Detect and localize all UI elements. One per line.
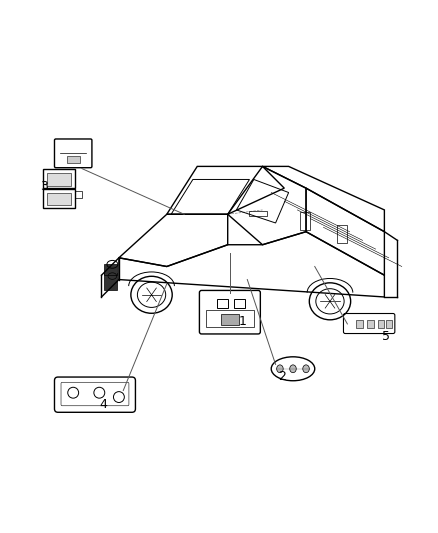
Bar: [217, 299, 228, 308]
Bar: [43, 168, 75, 188]
Bar: [47, 192, 71, 205]
Bar: [378, 320, 385, 328]
Bar: [300, 212, 311, 230]
Text: 3: 3: [41, 180, 49, 193]
Ellipse shape: [290, 365, 296, 373]
Text: 2: 2: [278, 370, 286, 383]
Text: 5: 5: [382, 330, 390, 343]
Bar: [234, 299, 245, 308]
Text: 1: 1: [239, 315, 247, 328]
Bar: [104, 273, 117, 290]
Bar: [43, 189, 75, 208]
Bar: [75, 191, 82, 198]
Bar: [206, 310, 254, 327]
Bar: [356, 320, 363, 328]
Bar: [47, 173, 71, 186]
Bar: [367, 320, 374, 328]
Bar: [67, 156, 80, 163]
Bar: [104, 264, 117, 275]
Ellipse shape: [277, 365, 283, 373]
Bar: [386, 320, 392, 328]
Bar: [221, 314, 239, 325]
Bar: [250, 211, 267, 216]
Ellipse shape: [303, 365, 309, 373]
Bar: [336, 225, 347, 243]
Text: 4: 4: [99, 398, 107, 411]
